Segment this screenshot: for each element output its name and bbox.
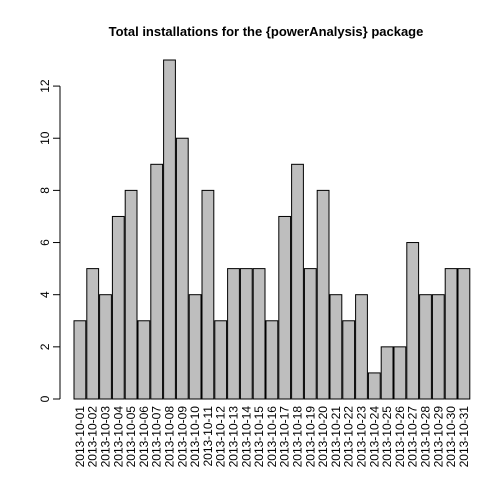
- bar: [457, 268, 471, 400]
- x-tick-label: 2013-10-06: [137, 406, 151, 468]
- y-tick-label: 4: [38, 291, 52, 298]
- x-tick-label: 2013-10-24: [367, 406, 381, 468]
- bars: [73, 59, 471, 400]
- x-tick-label: 2013-10-22: [342, 406, 356, 468]
- bar: [406, 242, 420, 400]
- y-tick-label: 2: [38, 343, 52, 350]
- x-tick-label: 2013-10-27: [406, 406, 420, 468]
- x-tick-label: 2013-10-28: [419, 406, 433, 468]
- y-tick-label: 10: [38, 131, 52, 145]
- bar: [214, 320, 228, 400]
- x-tick-label: 2013-10-10: [188, 406, 202, 468]
- x-tick-label: 2013-10-13: [227, 406, 241, 468]
- bar: [291, 163, 304, 400]
- bar: [419, 294, 432, 400]
- bar: [316, 189, 330, 400]
- chart-title: Total installations for the {powerAnalys…: [109, 24, 424, 39]
- bar: [393, 346, 407, 400]
- bar: [99, 294, 112, 400]
- bar: [431, 294, 445, 400]
- y-tick-label: 6: [38, 239, 52, 246]
- x-tick-label: 2013-10-03: [99, 406, 113, 468]
- bar: [137, 320, 151, 400]
- x-tick-label: 2013-10-23: [355, 406, 369, 468]
- x-tick-label: 2013-10-19: [303, 406, 317, 468]
- x-tick-label: 2013-10-09: [175, 406, 189, 468]
- bar: [227, 268, 240, 400]
- bar: [303, 268, 317, 400]
- x-tick-label: 2013-10-08: [163, 406, 177, 468]
- bar: [342, 320, 356, 400]
- bar: [111, 215, 125, 400]
- x-tick-label: 2013-10-15: [252, 406, 266, 468]
- x-tick-label: 2013-10-30: [444, 406, 458, 468]
- x-tick-label: 2013-10-25: [380, 406, 394, 468]
- bar: [188, 294, 202, 400]
- x-tick-label: 2013-10-12: [214, 406, 228, 468]
- x-tick-label: 2013-10-01: [73, 406, 87, 468]
- bar: [265, 320, 279, 400]
- bar: [355, 294, 368, 400]
- bar: [175, 137, 189, 400]
- bar: [239, 268, 253, 400]
- bar: [150, 163, 164, 400]
- x-tick-label: 2013-10-14: [239, 406, 253, 468]
- x-tick-label: 2013-10-26: [393, 406, 407, 468]
- x-tick-label: 2013-10-11: [201, 406, 215, 467]
- y-axis: 0 2 4 6 8 10 12: [38, 79, 61, 402]
- bar: [252, 268, 266, 400]
- bar: [124, 189, 138, 400]
- bar: [329, 294, 343, 400]
- x-axis-labels: 2013-10-012013-10-022013-10-032013-10-04…: [73, 406, 471, 468]
- y-tick-label: 12: [38, 79, 52, 93]
- x-tick-label: 2013-10-16: [265, 406, 279, 468]
- x-tick-label: 2013-10-07: [150, 406, 164, 468]
- x-tick-label: 2013-10-18: [291, 406, 305, 468]
- y-tick-label: 8: [38, 187, 52, 194]
- bar: [380, 346, 394, 400]
- bar: [278, 215, 292, 400]
- bar: [163, 59, 176, 400]
- bar: [86, 268, 100, 400]
- bar: [367, 372, 381, 400]
- x-tick-label: 2013-10-04: [111, 406, 125, 468]
- x-tick-label: 2013-10-02: [86, 406, 100, 468]
- x-tick-label: 2013-10-21: [329, 406, 343, 468]
- bar: [201, 189, 215, 400]
- x-tick-label: 2013-10-29: [431, 406, 445, 468]
- x-tick-label: 2013-10-20: [316, 406, 330, 468]
- x-tick-label: 2013-10-31: [457, 406, 471, 468]
- x-tick-label: 2013-10-17: [278, 406, 292, 468]
- x-tick-label: 2013-10-05: [124, 406, 138, 468]
- bar: [444, 268, 458, 400]
- bar: [73, 320, 87, 400]
- y-tick-label: 0: [38, 395, 52, 402]
